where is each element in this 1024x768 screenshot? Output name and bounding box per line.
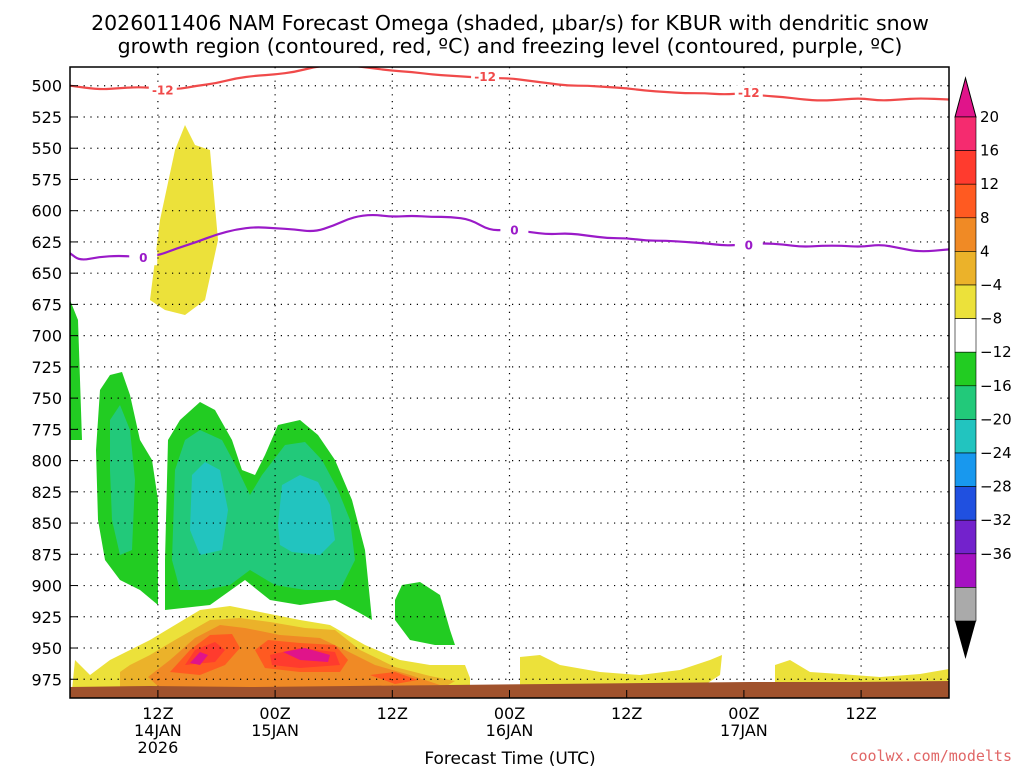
- y-tick-label: 900: [31, 577, 62, 596]
- colorbar-label: 12: [980, 175, 999, 193]
- colorbar-segment: [954, 183, 977, 219]
- omega-shade-positive: [190, 652, 208, 665]
- contour-label-background: [734, 237, 763, 253]
- contour-label: -12: [152, 84, 174, 98]
- x-tick-label: 15JAN: [251, 721, 299, 740]
- y-tick-label: 600: [31, 202, 62, 221]
- omega-shade-positive: [283, 648, 330, 662]
- colorbar-segment: [954, 553, 977, 588]
- colorbar-label: 16: [980, 142, 999, 160]
- omega-shade-positive: [150, 125, 218, 315]
- y-tick-label: 675: [31, 295, 62, 314]
- y-tick-label: 950: [31, 639, 62, 658]
- omega-shade-negative: [70, 300, 82, 440]
- x-tick-label: 2026: [138, 738, 179, 757]
- colorbar-segment: [954, 519, 977, 555]
- contour-label: 0: [510, 224, 518, 238]
- y-tick-label: 750: [31, 389, 62, 408]
- contour-line: [70, 67, 949, 102]
- omega-shade-negative: [190, 462, 228, 555]
- x-tick-label: 16JAN: [486, 721, 534, 740]
- colorbar-label: −28: [980, 478, 1012, 496]
- colorbar-segment: [954, 351, 977, 387]
- x-tick-label: 00Z: [494, 704, 525, 723]
- colorbar-label: −12: [980, 343, 1012, 361]
- y-tick-label: 800: [31, 452, 62, 471]
- omega-shading: [70, 125, 949, 690]
- omega-shade-positive: [520, 655, 722, 690]
- x-tick-label: 12Z: [377, 704, 408, 723]
- y-tick-label: 500: [31, 77, 62, 96]
- colorbar-label: −36: [980, 545, 1012, 563]
- colorbar-label: 20: [980, 108, 999, 126]
- colorbar-segment: [954, 217, 977, 252]
- y-tick-label: 825: [31, 483, 62, 502]
- colorbar-label: 8: [980, 209, 990, 227]
- colorbar-label: −24: [980, 444, 1012, 462]
- x-tick-label: 12Z: [611, 704, 642, 723]
- colorbar-label: 4: [980, 242, 990, 260]
- y-tick-label: 525: [31, 108, 62, 127]
- colorbar-segment: [954, 116, 977, 151]
- chart-title-line-1: 2026011406 NAM Forecast Omega (shaded, μ…: [91, 11, 929, 35]
- contour-label-background: [129, 250, 158, 266]
- y-tick-label: 875: [31, 545, 62, 564]
- y-tick-label: 625: [31, 233, 62, 252]
- y-tick-label: 575: [31, 170, 62, 189]
- contour-label: -12: [738, 86, 760, 100]
- contour-lines: -12 -12 -12 0 0 0: [70, 67, 949, 266]
- colorbar-segment: [954, 419, 977, 454]
- y-tick-label: 650: [31, 264, 62, 283]
- colorbar-segment: [954, 318, 977, 353]
- x-tick-label: 12Z: [142, 704, 173, 723]
- x-tick-label: 12Z: [845, 704, 876, 723]
- contour-label: 0: [139, 251, 147, 265]
- contour-line: [70, 213, 949, 261]
- contour-label: 0: [745, 239, 753, 253]
- surface-terrain: [70, 681, 949, 698]
- contour-label: -12: [474, 70, 496, 84]
- colorbar-segment: [954, 486, 977, 521]
- colorbar-label: −20: [980, 410, 1012, 428]
- colorbar-segment: [954, 284, 977, 319]
- omega-shade-negative: [110, 405, 135, 555]
- x-axis-label: Forecast Time (UTC): [424, 749, 595, 768]
- omega-shade-negative: [278, 475, 335, 555]
- contour-label-background: [148, 82, 177, 98]
- x-tick-label: 14JAN: [134, 721, 182, 740]
- chart-title-line-2: growth region (contoured, red, ºC) and f…: [118, 34, 903, 58]
- y-tick-label: 550: [31, 139, 62, 158]
- colorbar-bottom-arrow: [955, 621, 976, 659]
- x-tick-label: 00Z: [259, 704, 290, 723]
- colorbar-label: −16: [980, 377, 1012, 395]
- credit-text[interactable]: coolwx.com/modelts: [849, 747, 1012, 765]
- contour-label-background: [471, 68, 500, 84]
- colorbar-label: −4: [980, 276, 1002, 294]
- colorbar-segment: [954, 452, 977, 487]
- y-tick-label: 700: [31, 327, 62, 346]
- x-tick-label: 00Z: [728, 704, 759, 723]
- colorbar-label: −8: [980, 310, 1002, 328]
- omega-shade-positive: [370, 672, 418, 684]
- y-tick-label: 775: [31, 420, 62, 439]
- colorbar-segment: [954, 150, 977, 185]
- y-tick-label: 850: [31, 514, 62, 533]
- contour-label-background: [734, 85, 763, 101]
- contour-label-background: [500, 222, 529, 238]
- colorbar-segment: [954, 385, 977, 420]
- x-tick-label: 17JAN: [720, 721, 768, 740]
- y-axis: 500 525 550 575 600 625 650 675 700 725 750 775 800 8…: [31, 77, 78, 689]
- colorbar-segment: [954, 251, 977, 286]
- y-tick-label: 925: [31, 608, 62, 627]
- omega-shade-negative: [395, 582, 455, 645]
- colorbar-segment: [954, 587, 977, 622]
- colorbar-label: −32: [980, 511, 1012, 529]
- colorbar: 20 16 12 8 4 −4 −8 −12 −16 −20 −24 −28 −32 −36: [954, 76, 1012, 659]
- y-tick-label: 725: [31, 358, 62, 377]
- y-tick-label: 975: [31, 670, 62, 689]
